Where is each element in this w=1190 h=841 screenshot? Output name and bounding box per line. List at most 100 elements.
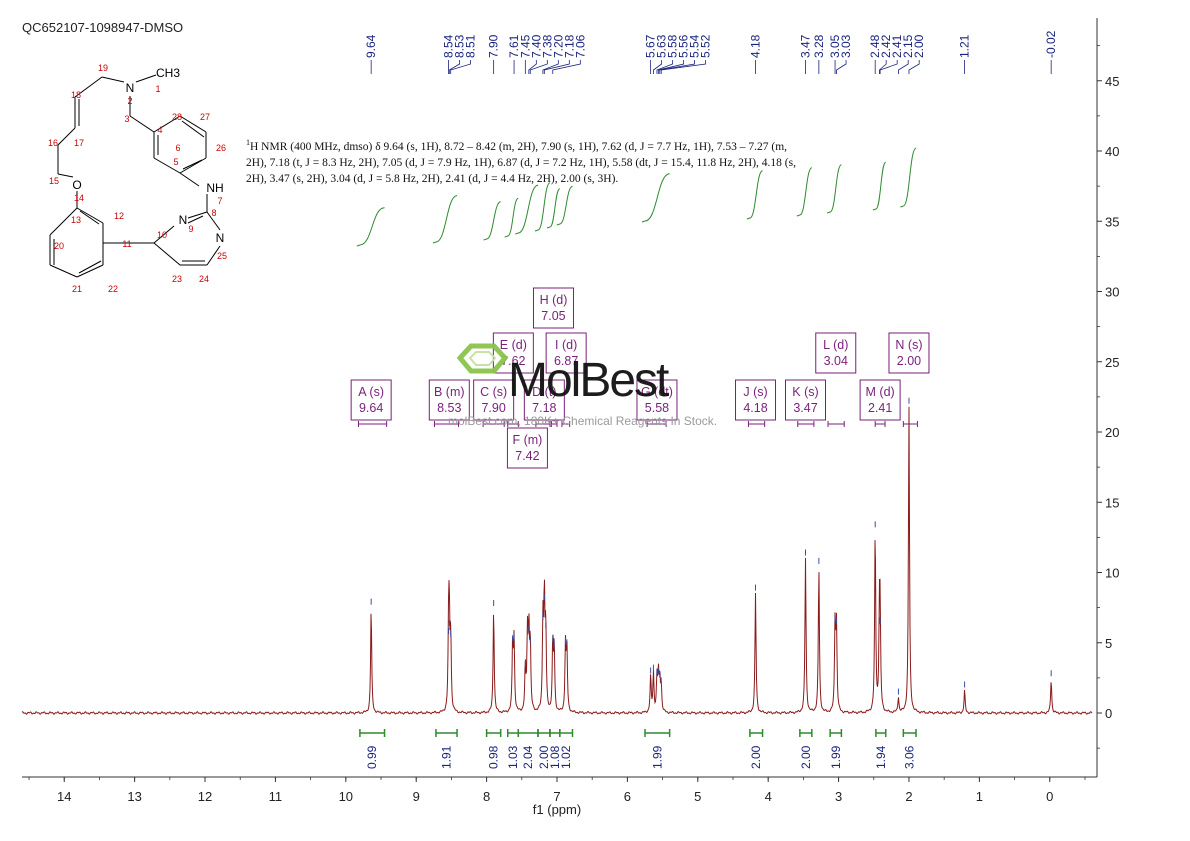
integral-group: 3.06 (902, 729, 917, 769)
y-tick-label: 30 (1105, 285, 1119, 300)
multiplet-shift: 9.64 (359, 401, 383, 415)
multiplet-frame (859, 379, 901, 421)
peak-label-leader (542, 60, 559, 74)
peak-label-leader (528, 60, 537, 74)
peak-label-group: 8.51 (450, 34, 478, 74)
multiplet-label: B (m) (434, 385, 465, 399)
multiplet-frame (784, 379, 826, 421)
y-tick-label: 10 (1105, 566, 1119, 581)
multiplet-label: H (d) (540, 293, 568, 307)
peak-label-leader (656, 60, 674, 74)
peak-label: -0.02 (1044, 30, 1058, 58)
atom-number: 8 (211, 208, 216, 218)
x-tick-label: 2 (905, 789, 912, 804)
bond (129, 115, 155, 133)
bond (57, 127, 76, 146)
y-tick-label: 5 (1105, 636, 1112, 651)
bond (187, 211, 208, 219)
integral-curve (746, 170, 764, 220)
atom-number: 4 (157, 125, 162, 135)
integral-curve (641, 173, 670, 223)
integral-curve (546, 188, 561, 229)
multiplet-box: G (dt) 5.58 (636, 379, 678, 427)
integral-value: 0.98 (487, 745, 501, 769)
integral-value: 2.04 (521, 745, 535, 769)
peak-label-group: 3.03 (836, 34, 853, 74)
multiplet-shift: 2.00 (897, 354, 921, 368)
atom-number: 22 (108, 284, 118, 294)
multiplet-box: M (d) 2.41 (859, 379, 901, 427)
atom-number: 6 (175, 143, 180, 153)
peak-label-group: 9.64 (364, 34, 378, 74)
bond (153, 157, 181, 174)
peak-label-group: 7.40 (528, 34, 543, 74)
peak-label-leader (898, 60, 909, 74)
peak-label-group: 2.41 (879, 34, 904, 74)
multiplet-shift: 3.47 (793, 401, 817, 415)
integral-curve (796, 167, 813, 217)
peak-label: 2.41 (890, 34, 904, 58)
peak-label-leader (448, 60, 460, 74)
atom-number: 3 (124, 114, 129, 124)
multiplet-label: M (d) (866, 385, 895, 399)
watermark-logo: MolBest (456, 343, 671, 407)
integral-curve (900, 147, 917, 208)
integral-group: 2.00 (799, 729, 813, 769)
atom-number: 18 (71, 90, 81, 100)
peak-label: 2.48 (868, 34, 882, 58)
double-bond (187, 215, 204, 224)
peak-label-group: 2.42 (879, 34, 893, 74)
watermark-hexagon-inner (468, 351, 497, 366)
peak-label-group: 5.54 (659, 34, 702, 74)
multiplet-box: D (t) 7.18 (523, 379, 565, 427)
multiplet-label: F (m) (513, 433, 543, 447)
peak-label-group: 5.56 (657, 34, 691, 74)
peak-label-leader (879, 60, 898, 74)
y-tick-label: 25 (1105, 355, 1119, 370)
peak-label-group: 2.00 (908, 34, 926, 74)
multiplet-shift: 7.42 (515, 449, 539, 463)
integral-value: 2.00 (799, 745, 813, 769)
atom-label: N (126, 81, 135, 95)
multiplet-box: J (s) 4.18 (735, 379, 777, 427)
nmr-description-text: H NMR (400 MHz, dmso) δ 9.64 (s, 1H), 8.… (246, 140, 796, 185)
atom-number: 26 (216, 143, 226, 153)
multiplet-label: I (d) (555, 338, 577, 352)
y-tick-label: 15 (1105, 495, 1119, 510)
multiplet-shift: 7.90 (481, 401, 505, 415)
double-bond (181, 120, 205, 138)
peak-label-group: 3.28 (812, 34, 826, 74)
multiplet-label: K (s) (792, 385, 818, 399)
multiplet-frame (735, 379, 777, 421)
integral-curve (826, 164, 842, 214)
x-tick-label: 4 (765, 789, 772, 804)
multiplet-box: H (d) 7.05 (532, 287, 574, 427)
peak-label-leader (529, 60, 548, 74)
peak-label-group: 8.53 (448, 34, 467, 74)
peak-label-group: 4.18 (749, 34, 763, 74)
x-tick-label: 13 (127, 789, 141, 804)
atom-number: 9 (188, 224, 193, 234)
x-tick-label: 5 (694, 789, 701, 804)
atom-number: 23 (172, 274, 182, 284)
peak-label: 7.38 (540, 34, 554, 58)
integral-value: 2.00 (749, 745, 763, 769)
peak-label: 7.90 (487, 34, 501, 58)
atom-label: NH (206, 181, 223, 195)
peak-label: 4.18 (749, 34, 763, 58)
peak-label-group: 7.06 (552, 34, 587, 74)
bond (135, 74, 157, 83)
peak-label: 7.18 (562, 34, 576, 58)
peak-label-group: 3.47 (798, 34, 812, 74)
multiplet-box: K (s) 3.47 (784, 379, 826, 427)
peak-label: 7.40 (529, 34, 543, 58)
atom-number: 17 (74, 138, 84, 148)
peak-label-group: 7.38 (529, 34, 554, 74)
x-axis-title: f1 (ppm) (533, 802, 581, 817)
atom-label: O (72, 178, 81, 192)
peak-label: 2.42 (879, 34, 893, 58)
atom-number: 28 (172, 112, 182, 122)
integral-group: 1.08 (548, 729, 562, 769)
peak-label-leader (660, 60, 707, 74)
